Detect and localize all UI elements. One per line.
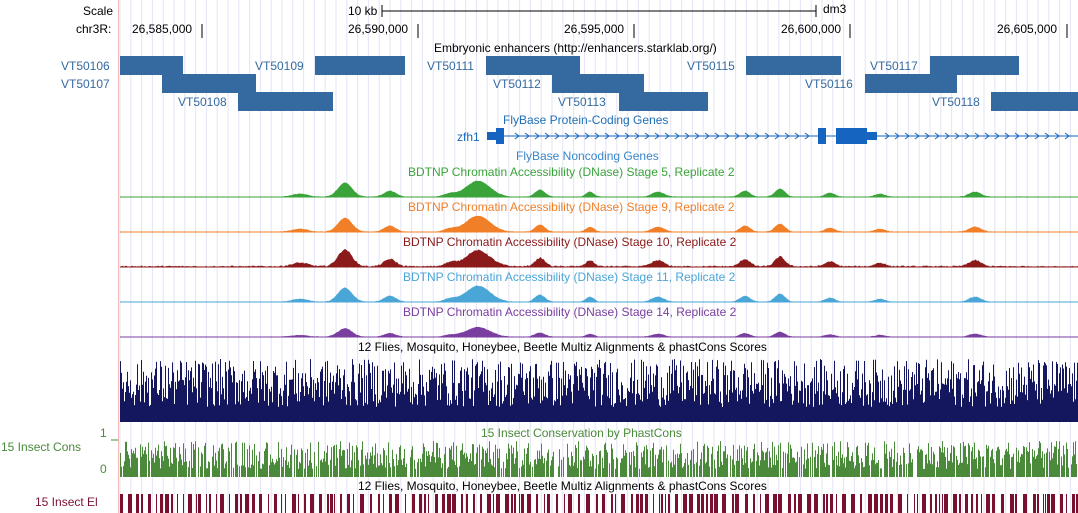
scale-bar — [381, 5, 817, 17]
enhancer-label[interactable]: VT50118 — [932, 95, 980, 109]
dnase-track-title[interactable]: BDTNP Chromatin Accessibility (DNase) St… — [408, 165, 735, 179]
noncoding-genes-track-title[interactable]: FlyBase Noncoding Genes — [516, 149, 659, 163]
enhancer-feature[interactable] — [991, 92, 1078, 111]
ruler-position: 26,585,000 — [132, 22, 193, 36]
insect-cons-plot — [120, 441, 1077, 477]
ruler-position: 26,605,000 — [997, 22, 1058, 36]
enhancer-label[interactable]: VT50107 — [61, 77, 110, 91]
ruler-position: 26,590,000 — [348, 22, 409, 36]
enhancer-feature[interactable] — [486, 56, 580, 75]
enhancer-feature[interactable] — [238, 92, 333, 111]
enhancer-feature[interactable] — [315, 56, 405, 75]
enhancer-label[interactable]: VT50106 — [61, 59, 110, 73]
insect-cons-track-title[interactable]: 15 Insect Conservation by PhastCons — [481, 426, 682, 440]
enhancers-track-title[interactable]: Embryonic enhancers (http://enhancers.st… — [434, 41, 717, 55]
ruler-position: 26,600,000 — [781, 22, 842, 36]
enhancer-label[interactable]: VT50112 — [493, 77, 541, 91]
ruler-ticks — [201, 24, 1068, 38]
assembly-label: dm3 — [823, 2, 847, 16]
gene-model-zfh1[interactable] — [0, 126, 1078, 146]
enhancer-feature[interactable] — [865, 74, 957, 93]
enhancer-label[interactable]: VT50113 — [558, 95, 606, 109]
track-left-border — [118, 0, 119, 513]
enhancer-label[interactable]: VT50111 — [427, 59, 474, 73]
scale-label: Scale — [83, 4, 114, 18]
insect-cons-side-label[interactable]: 15 Insect Cons — [1, 440, 82, 454]
dnase-track-title[interactable]: BDTNP Chromatin Accessibility (DNase) St… — [403, 305, 737, 319]
dnase-signal-plot — [120, 285, 1078, 303]
scale-bar-text: 10 kb — [348, 4, 378, 18]
enhancer-label[interactable]: VT50117 — [870, 59, 918, 73]
insect-cons-ymax: 1 — [100, 426, 107, 440]
insect-el-track-title[interactable]: 12 Flies, Mosquito, Honeybee, Beetle Mul… — [358, 479, 767, 493]
insect-el-side-label[interactable]: 15 Insect El — [35, 495, 98, 509]
multiz-conservation-plot — [120, 359, 1078, 422]
enhancer-feature[interactable] — [930, 56, 1019, 75]
gene-label-zfh1[interactable]: zfh1 — [457, 130, 480, 144]
enhancer-feature[interactable] — [162, 74, 256, 93]
enhancer-feature[interactable] — [619, 92, 708, 111]
dnase-signal-plot — [120, 248, 1078, 268]
ruler-position: 26,595,000 — [564, 22, 625, 36]
dnase-signal-plot — [120, 215, 1078, 233]
dnase-signal-plot — [120, 180, 1078, 198]
insect-cons-ymin: 0 — [100, 462, 107, 476]
chrom-label: chr3R: — [76, 22, 112, 36]
enhancer-label[interactable]: VT50109 — [255, 59, 304, 73]
protein-genes-track-title[interactable]: FlyBase Protein-Coding Genes — [503, 113, 669, 127]
enhancer-label[interactable]: VT50108 — [178, 95, 227, 109]
enhancer-feature[interactable] — [746, 56, 841, 75]
dnase-signal-plot — [120, 326, 1078, 338]
dnase-track-title[interactable]: BDTNP Chromatin Accessibility (DNase) St… — [403, 270, 736, 284]
insect-cons-ytick — [111, 439, 118, 441]
enhancer-label[interactable]: VT50115 — [687, 59, 735, 73]
insect-elements-plot — [120, 494, 1078, 513]
enhancer-feature[interactable] — [120, 56, 183, 75]
dnase-track-title[interactable]: BDTNP Chromatin Accessibility (DNase) St… — [408, 200, 735, 214]
multiz-track-title[interactable]: 12 Flies, Mosquito, Honeybee, Beetle Mul… — [358, 340, 767, 354]
enhancer-feature[interactable] — [552, 74, 644, 93]
enhancer-label[interactable]: VT50116 — [805, 77, 853, 91]
dnase-track-title[interactable]: BDTNP Chromatin Accessibility (DNase) St… — [403, 235, 737, 249]
